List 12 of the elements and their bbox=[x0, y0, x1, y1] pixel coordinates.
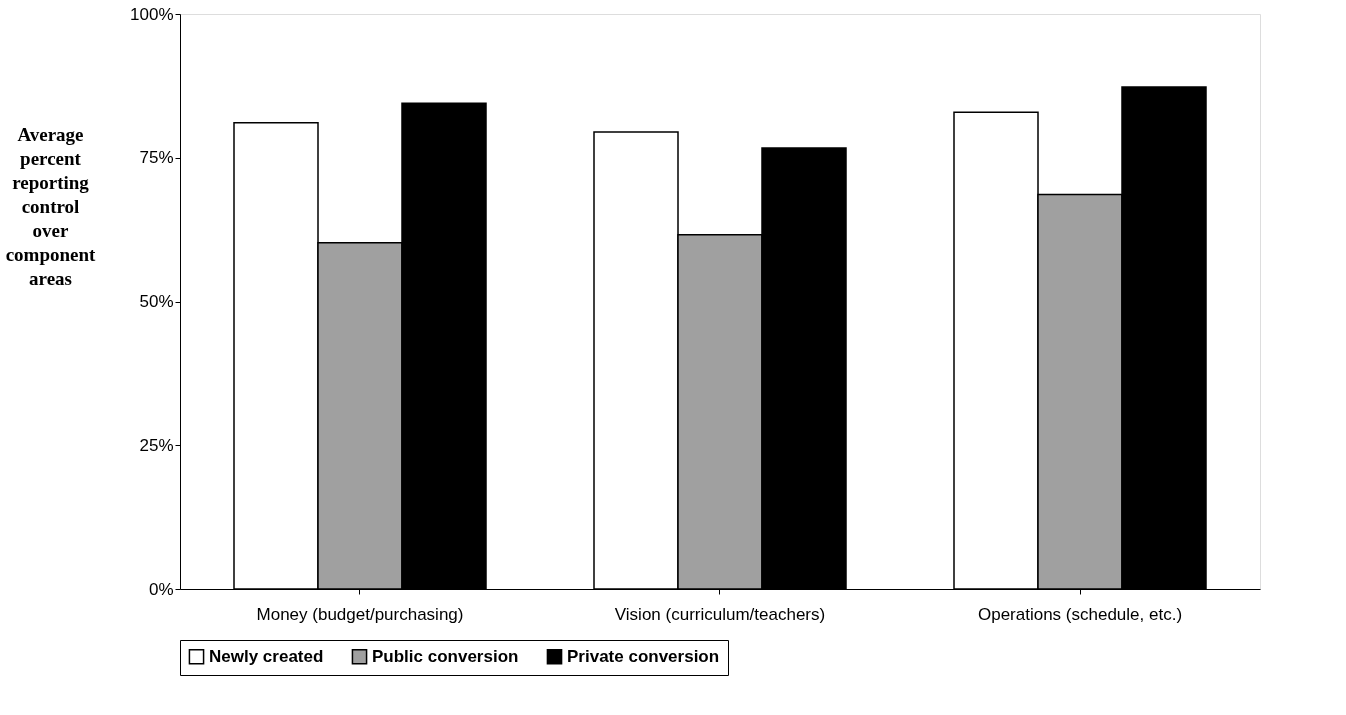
y-tick-label: 0% bbox=[148, 579, 174, 599]
legend-label: Private conversion bbox=[567, 646, 720, 666]
y-axis-title: Average percent reporting control over component areas bbox=[5, 123, 97, 289]
y-tick-label: 25% bbox=[139, 435, 174, 455]
y-tick-label: 50% bbox=[139, 292, 174, 311]
legend-label: Public conversion bbox=[372, 646, 519, 666]
y-tick-label: 75% bbox=[139, 148, 174, 168]
x-tick-label: Money (budget/purchasing) bbox=[256, 604, 464, 624]
legend-label: Newly created bbox=[209, 646, 324, 666]
x-tick-label: Vision (curriculum/teachers) bbox=[614, 604, 826, 624]
x-tick-label: Operations (schedule, etc.) bbox=[977, 604, 1183, 624]
y-tick-label: 100% bbox=[130, 4, 174, 24]
